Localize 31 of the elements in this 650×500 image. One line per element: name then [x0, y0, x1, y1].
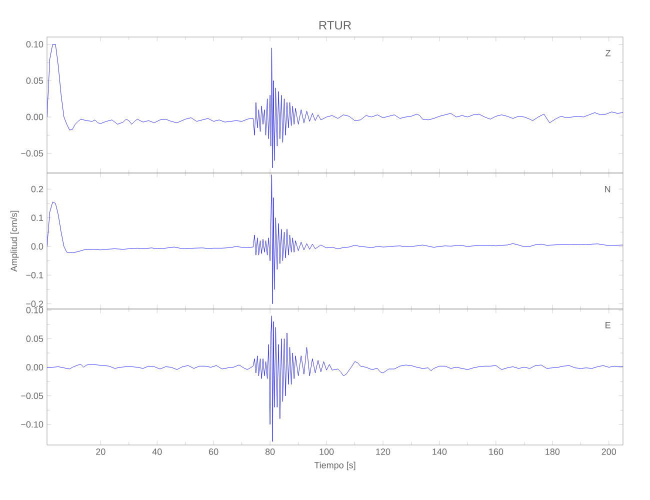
- y-tick-label: 0.10: [26, 306, 44, 314]
- x-tick-label: 20: [96, 448, 106, 455]
- y-tick-label: 0.0: [31, 243, 44, 250]
- x-axis-title: Tiempo [s]: [314, 462, 356, 470]
- y-tick-label: 0.05: [26, 336, 44, 342]
- y-tick-label: 0.1: [31, 214, 44, 221]
- chart-title: RTUR: [319, 21, 351, 30]
- x-tick-label: 40: [152, 448, 162, 455]
- x-tick-label: 160: [489, 448, 504, 455]
- x-tick-label: 60: [209, 448, 218, 455]
- y-tick-label: −0.10: [21, 421, 44, 428]
- y-tick-label: 0.10: [26, 41, 44, 48]
- x-tick-label: 200: [602, 448, 616, 455]
- y-tick-label: 0.2: [31, 186, 44, 192]
- x-tick-label: 180: [546, 448, 560, 455]
- x-tick-label: 80: [265, 448, 275, 455]
- y-tick-label: 0.00: [26, 364, 44, 370]
- y-tick-label: 0.00: [26, 114, 44, 120]
- y-tick-label: −0.1: [26, 272, 44, 278]
- x-tick-label: 120: [376, 448, 390, 455]
- x-tick-label: 140: [432, 448, 447, 455]
- y-axis-title: Amplitud [cm/s]: [10, 210, 19, 272]
- y-tick-label: 0.05: [26, 77, 44, 84]
- text: Z: [606, 50, 611, 56]
- line-series: [47, 316, 623, 442]
- y-tick-label: −0.05: [21, 150, 44, 157]
- text: N: [605, 186, 610, 192]
- text: E: [606, 322, 610, 328]
- x-tick-label: 100: [320, 448, 334, 455]
- y-tick-label: −0.2: [26, 300, 44, 308]
- y-tick-label: −0.05: [21, 392, 44, 400]
